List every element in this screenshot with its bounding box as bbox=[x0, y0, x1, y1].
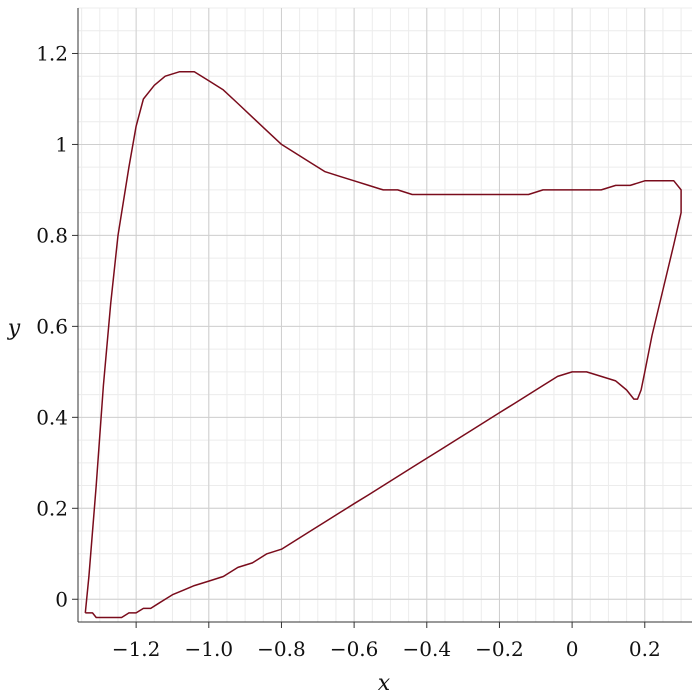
x-tick-label: 0 bbox=[566, 637, 579, 661]
x-tick-label: −1.2 bbox=[112, 637, 161, 661]
plot-area bbox=[78, 8, 692, 622]
y-tick-label: 1 bbox=[55, 132, 68, 156]
y-axis-label: y bbox=[7, 316, 21, 341]
y-tick-label: 1.2 bbox=[36, 41, 68, 65]
y-tick-label: 0.6 bbox=[36, 314, 68, 338]
y-tick-label: 0 bbox=[55, 587, 68, 611]
x-tick-label: −0.6 bbox=[330, 637, 379, 661]
x-tick-label: −0.8 bbox=[257, 637, 306, 661]
y-tick-label: 0.8 bbox=[36, 223, 68, 247]
x-axis-label: x bbox=[378, 671, 391, 696]
major-grid bbox=[78, 8, 692, 622]
trajectory-series bbox=[84, 70, 682, 619]
trajectory-line-0 bbox=[84, 70, 682, 619]
x-tick-label: 0.2 bbox=[629, 637, 661, 661]
x-tick-label: −0.4 bbox=[402, 637, 451, 661]
y-tick-label: 0.2 bbox=[36, 496, 68, 520]
x-tick-label: −0.2 bbox=[475, 637, 524, 661]
x-ticks: −1.2 −1.0 −0.8 −0.6 −0.4 −0.2 0 0.2 bbox=[112, 622, 661, 661]
x-tick-label: −1.0 bbox=[185, 637, 234, 661]
y-tick-label: 0.4 bbox=[36, 405, 68, 429]
y-ticks: 0 0.2 0.4 0.6 0.8 1 1.2 bbox=[36, 41, 78, 611]
axes bbox=[77, 8, 692, 623]
